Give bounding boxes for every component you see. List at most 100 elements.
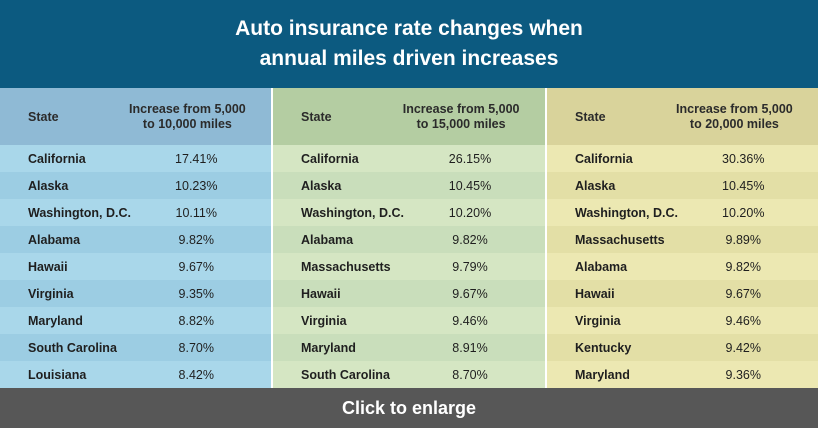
column-divider <box>545 88 547 388</box>
increase-value-cell: 30.36% <box>722 151 765 166</box>
state-cell: Virginia <box>301 313 347 328</box>
table-row: Kentucky 9.42% <box>547 334 818 361</box>
increase-value-cell: 10.45% <box>722 178 765 193</box>
state-cell: Maryland <box>28 313 83 328</box>
table-row: Alabama 9.82% <box>547 253 818 280</box>
table-row: Washington, D.C. 10.20% <box>273 199 545 226</box>
increase-header-line-1: Increase from 5,000 <box>676 101 793 116</box>
table-header: State Increase from 5,000 to 20,000 miles <box>547 88 818 145</box>
increase-value-cell: 8.82% <box>178 313 214 328</box>
table-row: California 26.15% <box>273 145 545 172</box>
increase-value-cell: 9.36% <box>725 367 761 382</box>
increase-value-cell: 9.89% <box>725 232 761 247</box>
state-cell: Alaska <box>301 178 342 193</box>
increase-value-cell: 10.23% <box>175 178 218 193</box>
increase-value-cell: 9.67% <box>178 259 214 274</box>
increase-header-line-2: to 10,000 miles <box>142 116 232 131</box>
increase-value-cell: 8.42% <box>178 367 214 382</box>
table-15000-miles: State Increase from 5,000 to 15,000 miles C… <box>273 88 545 388</box>
table-row: South Carolina 8.70% <box>0 334 271 361</box>
title-line-2: annual miles driven increases <box>259 47 559 70</box>
increase-value-cell: 10.45% <box>448 178 492 193</box>
increase-column-header: Increase from 5,000 to 20,000 miles <box>661 102 818 132</box>
table-row: Massachusetts 9.89% <box>547 226 818 253</box>
table-body: California 26.15% Alaska 10.45% Washington, … <box>273 145 545 388</box>
increase-value-cell: 26.15% <box>448 151 492 166</box>
table-row: Louisiana 8.42% <box>0 361 271 388</box>
table-row: Washington, D.C. 10.11% <box>0 199 271 226</box>
table-row: Virginia 9.46% <box>273 307 545 334</box>
increase-value-cell: 10.11% <box>175 205 217 220</box>
state-cell: Louisiana <box>28 367 87 382</box>
table-row: Hawaii 9.67% <box>547 280 818 307</box>
table-header: State Increase from 5,000 to 10,000 miles <box>0 88 271 145</box>
state-cell: Alabama <box>301 232 354 247</box>
state-cell: Hawaii <box>575 286 615 301</box>
state-cell: Washington, D.C. <box>575 205 678 220</box>
table-row: Alaska 10.45% <box>273 172 545 199</box>
table-row: California 17.41% <box>0 145 271 172</box>
table-row: South Carolina 8.70% <box>273 361 545 388</box>
state-cell: California <box>575 151 633 166</box>
increase-value-cell: 8.91% <box>452 340 488 355</box>
table-body: California 17.41% Alaska 10.23% Washington, … <box>0 145 271 388</box>
increase-value-cell: 10.20% <box>448 205 492 220</box>
table-row: Virginia 9.46% <box>547 307 818 334</box>
state-cell: Hawaii <box>301 286 341 301</box>
state-cell: Maryland <box>301 340 356 355</box>
table-row: California 30.36% <box>547 145 818 172</box>
state-cell: Alabama <box>28 232 81 247</box>
state-cell: Kentucky <box>575 340 632 355</box>
column-divider <box>271 88 273 388</box>
title-line-1: Auto insurance rate changes when <box>235 17 583 40</box>
table-row: Alaska 10.23% <box>0 172 271 199</box>
increase-value-cell: 9.67% <box>452 286 488 301</box>
state-cell: Alaska <box>28 178 69 193</box>
table-row: Massachusetts 9.79% <box>273 253 545 280</box>
increase-header-line-1: Increase from 5,000 <box>402 101 520 116</box>
increase-value-cell: 9.82% <box>725 259 761 274</box>
increase-value-cell: 9.82% <box>178 232 214 247</box>
table-row: Maryland 9.36% <box>547 361 818 388</box>
increase-header-line-2: to 15,000 miles <box>416 116 506 131</box>
table-row: Maryland 8.91% <box>273 334 545 361</box>
increase-header-line-1: Increase from 5,000 <box>129 101 246 116</box>
increase-column-header: Increase from 5,000 to 10,000 miles <box>114 102 271 132</box>
table-row: Virginia 9.35% <box>0 280 271 307</box>
state-cell: Washington, D.C. <box>301 205 404 220</box>
state-column-header: State <box>301 109 332 124</box>
state-cell: Washington, D.C. <box>28 205 131 220</box>
increase-value-cell: 9.67% <box>725 286 761 301</box>
state-cell: Massachusetts <box>575 232 665 247</box>
enlarge-label[interactable]: Click to enlarge <box>341 397 477 418</box>
state-cell: South Carolina <box>301 367 390 382</box>
state-cell: Hawaii <box>28 259 68 274</box>
chart-title: Auto insurance rate changes when annual … <box>0 0 818 88</box>
increase-value-cell: 17.41% <box>175 151 218 166</box>
increase-value-cell: 9.82% <box>452 232 488 247</box>
table-row: Alaska 10.45% <box>547 172 818 199</box>
state-cell: Virginia <box>575 313 621 328</box>
increase-value-cell: 9.46% <box>725 313 761 328</box>
state-cell: California <box>301 151 359 166</box>
click-to-enlarge-button[interactable]: Click to enlarge <box>0 388 818 428</box>
state-column-header: State <box>28 109 59 124</box>
table-row: Alabama 9.82% <box>273 226 545 253</box>
state-cell: California <box>28 151 86 166</box>
state-column-header: State <box>575 109 606 124</box>
state-cell: South Carolina <box>28 340 117 355</box>
state-cell: Virginia <box>28 286 74 301</box>
increase-value-cell: 10.20% <box>722 205 765 220</box>
increase-value-cell: 9.35% <box>178 286 214 301</box>
increase-value-cell: 8.70% <box>452 367 488 382</box>
state-cell: Massachusetts <box>301 259 391 274</box>
state-cell: Alaska <box>575 178 616 193</box>
table-row: Washington, D.C. 10.20% <box>547 199 818 226</box>
increase-value-cell: 8.70% <box>178 340 214 355</box>
increase-column-header: Increase from 5,000 to 15,000 miles <box>387 102 545 132</box>
increase-value-cell: 9.42% <box>725 340 761 355</box>
table-row: Hawaii 9.67% <box>273 280 545 307</box>
increase-header-line-2: to 20,000 miles <box>689 116 779 131</box>
table-body: California 30.36% Alaska 10.45% Washington, … <box>547 145 818 388</box>
table-header: State Increase from 5,000 to 15,000 miles <box>273 88 545 145</box>
